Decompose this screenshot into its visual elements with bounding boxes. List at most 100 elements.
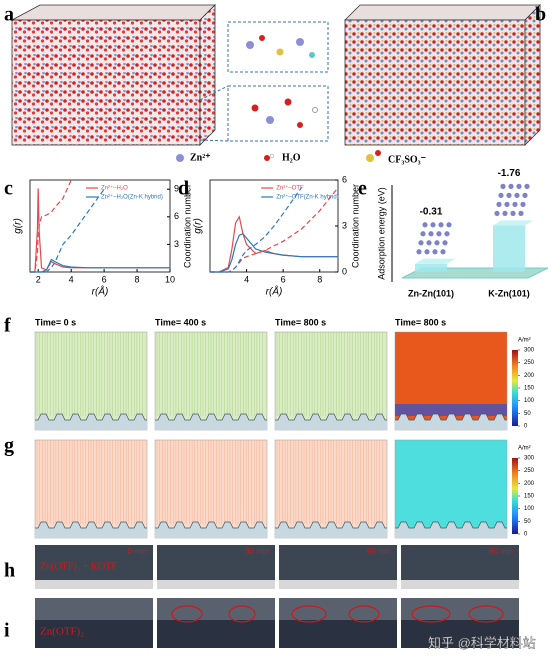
electrode-surface xyxy=(395,521,507,529)
bar-top xyxy=(493,220,533,226)
atom xyxy=(502,210,508,216)
time-label: 30 min xyxy=(245,547,269,556)
electrode xyxy=(275,420,387,430)
atom xyxy=(514,192,520,198)
legend-text: H₂O xyxy=(282,152,301,163)
electrode xyxy=(35,420,147,430)
colorbar-unit: A/m² xyxy=(518,338,531,344)
inset-molecules xyxy=(246,35,318,128)
electrode-surface xyxy=(275,413,387,421)
atom xyxy=(520,201,526,207)
colorbar xyxy=(512,350,518,426)
atom xyxy=(522,192,528,198)
colorbar-tick-label: 250 xyxy=(524,468,535,474)
x-tick-label: 8 xyxy=(317,274,322,284)
cube-top xyxy=(11,4,216,21)
atom xyxy=(416,249,422,255)
coordination-line xyxy=(210,187,302,273)
atom xyxy=(420,231,426,237)
legend-icon xyxy=(366,154,374,162)
plot-frame xyxy=(29,179,171,273)
photo-h-deposit xyxy=(157,580,275,589)
y2-tick-label: 6 xyxy=(174,211,179,221)
atom xyxy=(440,249,446,255)
electrolyte-label: Zn(OTF)₂ xyxy=(40,626,84,638)
photo-h-deposit xyxy=(279,580,397,589)
atom xyxy=(496,201,502,207)
low-current xyxy=(395,404,507,416)
electrode-surface xyxy=(275,521,387,529)
colorbar-tick-label: 200 xyxy=(524,373,535,379)
bar-top xyxy=(415,258,455,264)
coordination-line xyxy=(30,179,72,273)
atom xyxy=(430,222,436,228)
colorbar-tick-label: 150 xyxy=(524,386,535,392)
colorbar-tick-label: 50 xyxy=(524,411,531,417)
atom xyxy=(516,183,522,189)
panel-label: g xyxy=(4,435,14,457)
time-label: Time= 800 s xyxy=(395,317,446,327)
electrode-surface xyxy=(35,521,147,529)
time-label: Time= 800 s xyxy=(275,317,326,327)
value-label: -0.31 xyxy=(420,206,443,217)
rdf-line xyxy=(210,232,338,273)
panel-label: c xyxy=(4,178,13,200)
photo-i-base xyxy=(35,620,153,648)
colorbar-tick-label: 50 xyxy=(524,519,531,525)
photo-i-base xyxy=(401,620,519,648)
electrode xyxy=(155,420,267,430)
atom xyxy=(428,231,434,237)
y-axis-label: g(r) xyxy=(193,218,204,234)
atom xyxy=(518,210,524,216)
time-label: Time= 400 s xyxy=(155,317,206,327)
x-tick-label: 6 xyxy=(102,274,107,284)
colorbar-tick-label: 250 xyxy=(524,360,535,366)
legend-icon xyxy=(176,154,184,162)
panel-label: h xyxy=(4,560,15,582)
colorbar-unit: A/m² xyxy=(518,446,531,452)
electrode xyxy=(275,528,387,538)
y2-axis-label: Coordination number xyxy=(182,184,192,268)
electrode-surface xyxy=(395,413,507,421)
x-tick-label: 10 xyxy=(165,274,175,284)
panel-label: b xyxy=(535,4,546,26)
time-label: 60 min xyxy=(367,547,391,556)
panel-label: e xyxy=(358,178,367,200)
atom xyxy=(444,231,450,237)
colorbar-tick-label: 150 xyxy=(524,494,535,500)
simulations: Time= 0 s Time= 400 s Time= 800 s Time= 800… xyxy=(34,317,535,539)
atom xyxy=(434,240,440,246)
legend-text: Zn²⁺–OTF(Zn-K hybrid) xyxy=(276,194,339,201)
legend-text: CF₃SO₃⁻ xyxy=(388,154,426,165)
y2-axis-label: Coordination number xyxy=(350,184,360,268)
colorbar-tick-label: 100 xyxy=(524,506,535,512)
bar xyxy=(415,263,447,272)
photo-h-deposit xyxy=(401,580,519,589)
colorbar-tick-label: 200 xyxy=(524,481,535,487)
callout xyxy=(199,85,229,101)
dendrite-mark xyxy=(291,605,327,623)
photo-i-base xyxy=(279,620,397,648)
y2-tick-label: 9 xyxy=(174,184,179,194)
inset-2 xyxy=(227,85,329,142)
photos: 0 min 30 min 60 min 90 min Zn(OTF)₂ + KOTF Zn… xyxy=(35,545,519,648)
x-axis-label: r(Å) xyxy=(92,285,109,298)
electrode xyxy=(395,528,507,538)
atom xyxy=(442,240,448,246)
y2-tick-label: 6 xyxy=(342,174,347,184)
x-tick-label: K-Zn(101) xyxy=(488,288,530,298)
electrode xyxy=(35,528,147,538)
atom xyxy=(432,249,438,255)
atom xyxy=(422,222,428,228)
colorbar-tick-label: 0 xyxy=(524,424,528,430)
cube-side xyxy=(199,4,216,146)
colorbar-tick-label: 300 xyxy=(524,348,535,354)
legend-text: Zn²⁺ xyxy=(190,152,211,163)
time-label: Time= 0 s xyxy=(35,317,76,327)
electrode-surface xyxy=(155,521,267,529)
x-tick-label: 4 xyxy=(69,274,74,284)
x-tick-label: Zn-Zn(101) xyxy=(408,288,454,298)
cube-b xyxy=(344,19,526,146)
